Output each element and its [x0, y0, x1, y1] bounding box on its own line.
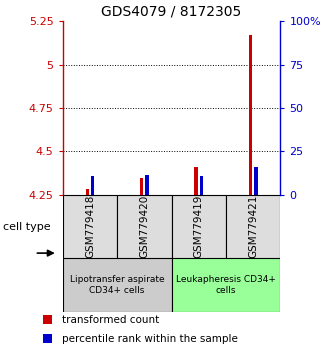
Bar: [85, 189, 89, 195]
Bar: [172, 195, 226, 258]
Bar: [117, 195, 172, 258]
Bar: [146, 175, 149, 195]
Title: GDS4079 / 8172305: GDS4079 / 8172305: [101, 5, 242, 19]
Bar: [226, 195, 280, 258]
Text: percentile rank within the sample: percentile rank within the sample: [62, 334, 238, 344]
Bar: [140, 178, 143, 195]
Bar: [43, 334, 52, 343]
Bar: [43, 315, 52, 324]
Bar: [200, 177, 203, 195]
Text: Leukapheresis CD34+
cells: Leukapheresis CD34+ cells: [176, 275, 276, 295]
Text: GSM779421: GSM779421: [248, 195, 258, 258]
Bar: [91, 177, 94, 195]
Bar: [172, 258, 280, 312]
Text: transformed count: transformed count: [62, 315, 159, 325]
Bar: [63, 195, 117, 258]
Bar: [63, 258, 172, 312]
Bar: [254, 167, 258, 195]
Text: GSM779418: GSM779418: [85, 195, 95, 258]
Bar: [249, 35, 252, 195]
Text: GSM779420: GSM779420: [139, 195, 149, 258]
Bar: [194, 167, 198, 195]
Text: GSM779419: GSM779419: [194, 195, 204, 258]
Text: Lipotransfer aspirate
CD34+ cells: Lipotransfer aspirate CD34+ cells: [70, 275, 164, 295]
Text: cell type: cell type: [3, 222, 51, 233]
